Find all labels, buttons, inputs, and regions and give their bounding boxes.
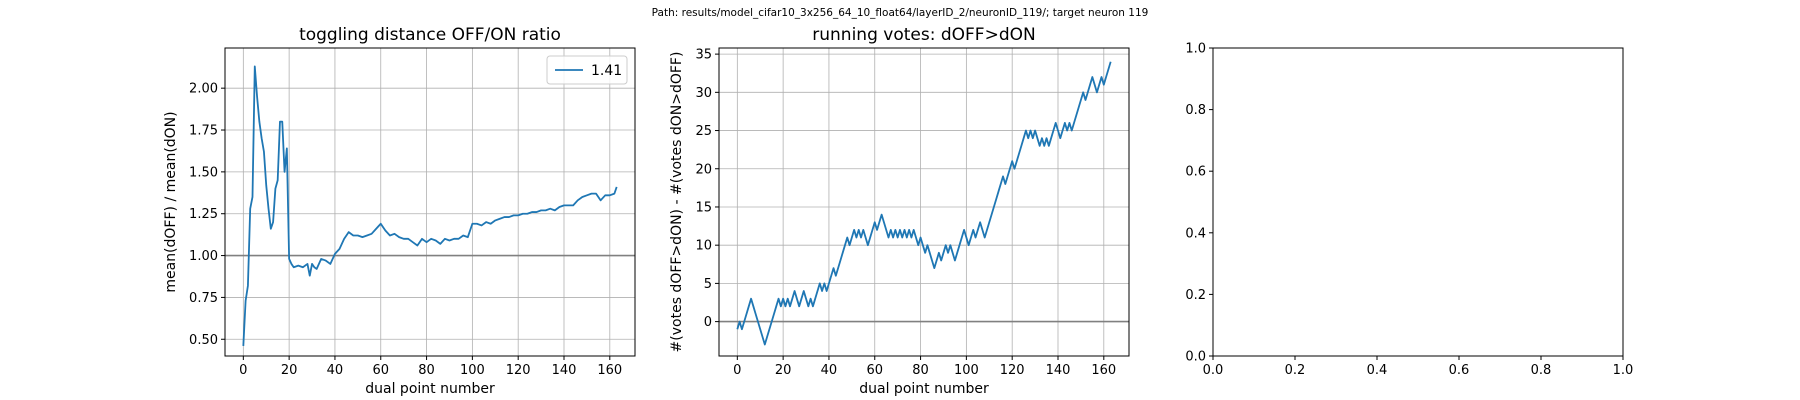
figure-suptitle: Path: results/model_cifar10_3x256_64_10_… [651, 7, 1149, 19]
y-tick-label: 0.0 [1185, 350, 1206, 365]
x-tick-label: 0.2 [1285, 363, 1306, 378]
y-tick-label: 1.75 [189, 124, 218, 139]
x-tick-label: 0 [733, 363, 741, 378]
legend: 1.41 [546, 55, 628, 85]
x-tick-label: 60 [866, 363, 883, 378]
chart-toggling-ratio: 0 20 40 60 80 100 120 140 160 0.50 0.75 1.00 1.25 1.5… [163, 25, 636, 397]
y-tick-label: 1.00 [189, 249, 218, 264]
x-tick-label: 1.0 [1613, 363, 1634, 378]
x-axis-label: dual point number [365, 381, 495, 397]
x-tick-label: 120 [1000, 363, 1025, 378]
x-tick-label: 140 [1046, 363, 1071, 378]
chart-title: running votes: dOFF>dON [812, 25, 1035, 45]
y-axis-label: mean(dOFF) / mean(dON) [163, 111, 179, 292]
chart-running-votes: 0 20 40 60 80 100 120 140 160 0 5 10 15 20 25 30 35 runni… [669, 25, 1130, 397]
y-tick-label: 5 [704, 277, 712, 292]
chart-title: toggling distance OFF/ON ratio [299, 25, 561, 45]
chart-empty-axes: 0.0 0.2 0.4 0.6 0.8 1.0 0.0 0.2 0.4 0.6 0.8 1.0 [1185, 42, 1633, 379]
y-axis-label: #(votes dOFF>dON) - #(votes dON>dOFF) [669, 52, 685, 353]
x-tick-label: 40 [327, 363, 344, 378]
y-tick-label: 35 [695, 48, 712, 63]
y-tick-label: 15 [695, 200, 712, 215]
x-tick-label: 160 [597, 363, 622, 378]
legend-label: 1.41 [591, 63, 622, 79]
x-tick-label: 80 [912, 363, 929, 378]
y-tick-label: 0.75 [189, 291, 218, 306]
y-tick-label: 0.50 [189, 333, 218, 348]
x-tick-label: 0 [239, 363, 247, 378]
x-tick-label: 100 [460, 363, 485, 378]
x-tick-label: 60 [372, 363, 389, 378]
y-tick-label: 0.2 [1185, 288, 1206, 303]
y-tick-label: 1.50 [189, 165, 218, 180]
x-tick-label: 0.4 [1367, 363, 1388, 378]
axes-frame [224, 47, 636, 357]
series-line [242, 65, 618, 347]
x-axis-label: dual point number [859, 381, 989, 397]
x-tick-label: 140 [552, 363, 577, 378]
x-tick-label: 0.8 [1531, 363, 1552, 378]
y-tick-label: 0.6 [1185, 165, 1206, 180]
x-tick-label: 120 [506, 363, 531, 378]
y-tick-label: 0.4 [1185, 226, 1206, 241]
x-tick-label: 160 [1091, 363, 1116, 378]
x-tick-label: 0.6 [1449, 363, 1470, 378]
axes-frame [718, 47, 1130, 357]
x-tick-label: 100 [954, 363, 979, 378]
y-tick-label: 25 [695, 124, 712, 139]
y-tick-label: 30 [695, 86, 712, 101]
x-tick-label: 0.0 [1203, 363, 1224, 378]
x-tick-label: 20 [775, 363, 792, 378]
legend-box [546, 55, 628, 85]
y-tick-label: 1.0 [1185, 42, 1206, 57]
x-tick-label: 80 [418, 363, 435, 378]
y-tick-label: 10 [695, 239, 712, 254]
x-tick-label: 20 [281, 363, 298, 378]
x-tick-label: 40 [821, 363, 838, 378]
y-tick-label: 20 [695, 162, 712, 177]
y-tick-label: 0.8 [1185, 103, 1206, 118]
axes-frame [1212, 47, 1624, 357]
y-tick-label: 0 [704, 315, 712, 330]
y-tick-label: 1.25 [189, 207, 218, 222]
series-line [736, 61, 1112, 346]
y-tick-label: 2.00 [189, 82, 218, 97]
